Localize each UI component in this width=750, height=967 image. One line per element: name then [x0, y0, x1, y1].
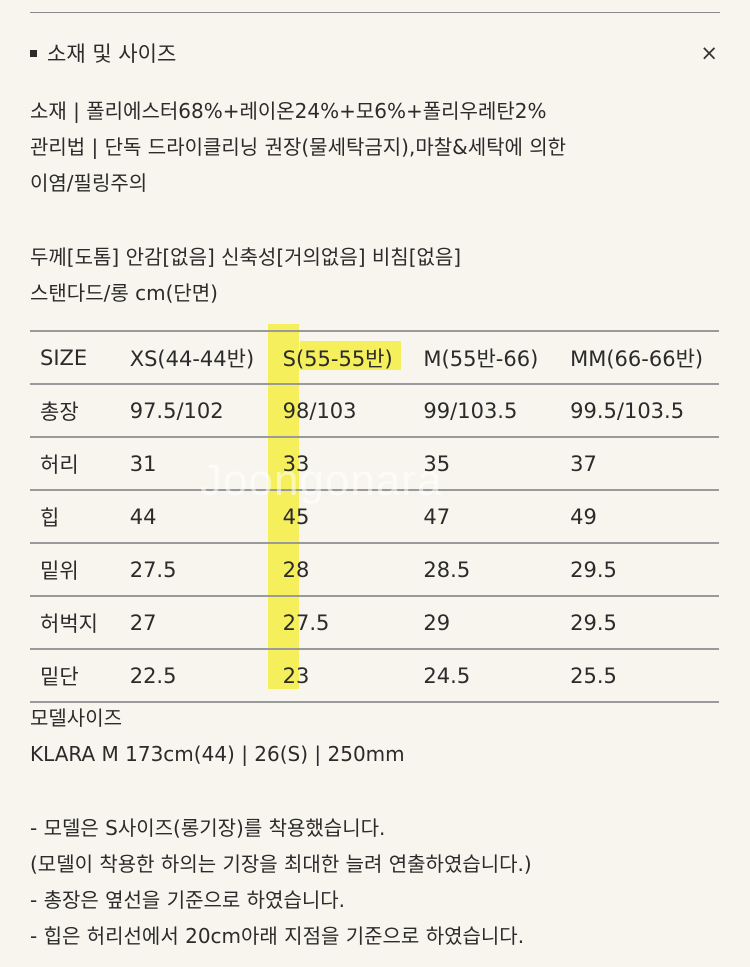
table-header-cell: XS(44-44반) — [129, 330, 283, 385]
table-cell: 밑단 — [30, 649, 130, 703]
model-size-info: 모델사이즈 KLARA M 173cm(44) | 26(S) | 250mm — [30, 700, 730, 772]
table-cell: 45 — [282, 490, 424, 544]
table-cell: 31 — [129, 437, 283, 491]
care-line: 관리법 | 단독 드라이클리닝 권장(물세탁금지),마찰&세탁에 의한 — [30, 135, 567, 159]
measurement-notes: - 모델은 S사이즈(롱기장)를 착용했습니다. (모델이 착용한 하의는 기장… — [30, 810, 730, 954]
fabric-properties: 두께[도톰] 안감[없음] 신축성[거의없음] 비침[없음] 스탠다드/롱 cm… — [30, 239, 730, 311]
table-cell: 33 — [282, 437, 424, 491]
properties-line: 두께[도톰] 안감[없음] 신축성[거의없음] 비침[없음] — [30, 245, 462, 269]
table-cell: 37 — [570, 437, 719, 491]
table-cell: 27 — [129, 596, 283, 650]
table-cell: 밑위 — [30, 543, 130, 597]
note-line: - 모델은 S사이즈(롱기장)를 착용했습니다. — [30, 816, 386, 840]
fit-unit-line: 스탠다드/롱 cm(단면) — [30, 281, 218, 305]
top-divider — [30, 12, 720, 13]
material-line: 소재 | 폴리에스터68%+레이온24%+모6%+폴리우레탄2% — [30, 99, 547, 123]
table-cell: 허리 — [30, 437, 130, 491]
table-cell: 44 — [129, 490, 283, 544]
section-header: 소재 및 사이즈 × — [30, 36, 720, 70]
table-cell: 47 — [423, 490, 571, 544]
close-button[interactable]: × — [700, 41, 718, 65]
table-cell: 29 — [423, 596, 571, 650]
table-header-cell: M(55반-66) — [423, 330, 571, 385]
table-cell: 29.5 — [570, 543, 719, 597]
table-row: 밑위 27.5 28 28.5 29.5 — [30, 543, 719, 597]
note-line: - 힙은 허리선에서 20cm아래 지점을 기준으로 하였습니다. — [30, 924, 525, 948]
table-cell: 24.5 — [423, 649, 571, 703]
table-cell: 35 — [423, 437, 571, 491]
model-size-heading: 모델사이즈 — [30, 706, 122, 730]
table-cell: 27.5 — [129, 543, 283, 597]
table-cell: 99/103.5 — [423, 384, 571, 438]
table-row: 허벅지 27 27.5 29 29.5 — [30, 596, 719, 650]
model-size-detail: KLARA M 173cm(44) | 26(S) | 250mm — [30, 742, 405, 766]
table-header-cell: S(55-55반) — [282, 330, 424, 385]
table-cell: 99.5/103.5 — [570, 384, 719, 438]
table-cell: 27.5 — [282, 596, 424, 650]
table-cell: 힙 — [30, 490, 130, 544]
table-cell: 23 — [282, 649, 424, 703]
table-cell: 총장 — [30, 384, 130, 438]
note-line: - 총장은 옆선을 기준으로 하였습니다. — [30, 888, 346, 912]
square-bullet-icon — [30, 49, 37, 57]
table-row: 총장 97.5/102 98/103 99/103.5 99.5/103.5 — [30, 384, 719, 438]
table-cell: 29.5 — [570, 596, 719, 650]
table-cell: 98/103 — [282, 384, 424, 438]
table-cell: 49 — [570, 490, 719, 544]
table-header-cell: SIZE — [30, 330, 130, 385]
table-cell: 97.5/102 — [129, 384, 283, 438]
table-cell: 25.5 — [570, 649, 719, 703]
table-row: 힙 44 45 47 49 — [30, 490, 719, 544]
table-header-cell: MM(66-66반) — [570, 330, 719, 385]
table-row: 밑단 22.5 23 24.5 25.5 — [30, 649, 719, 703]
note-line: (모델이 착용한 하의는 기장을 최대한 늘려 연출하였습니다.) — [30, 852, 532, 876]
table-cell: 28 — [282, 543, 424, 597]
table-cell: 28.5 — [423, 543, 571, 597]
size-table: SIZE XS(44-44반) S(55-55반) M(55반-66) MM(6… — [30, 330, 719, 703]
watermark: Joongonara — [200, 456, 443, 505]
table-header-row: SIZE XS(44-44반) S(55-55반) M(55반-66) MM(6… — [30, 330, 719, 385]
material-care-info: 소재 | 폴리에스터68%+레이온24%+모6%+폴리우레탄2% 관리법 | 단… — [30, 93, 730, 201]
care-line-continued: 이염/필링주의 — [30, 171, 148, 195]
table-cell: 22.5 — [129, 649, 283, 703]
section-title: 소재 및 사이즈 — [47, 42, 177, 66]
table-row: 허리 31 33 35 37 — [30, 437, 719, 491]
table-cell: 허벅지 — [30, 596, 130, 650]
